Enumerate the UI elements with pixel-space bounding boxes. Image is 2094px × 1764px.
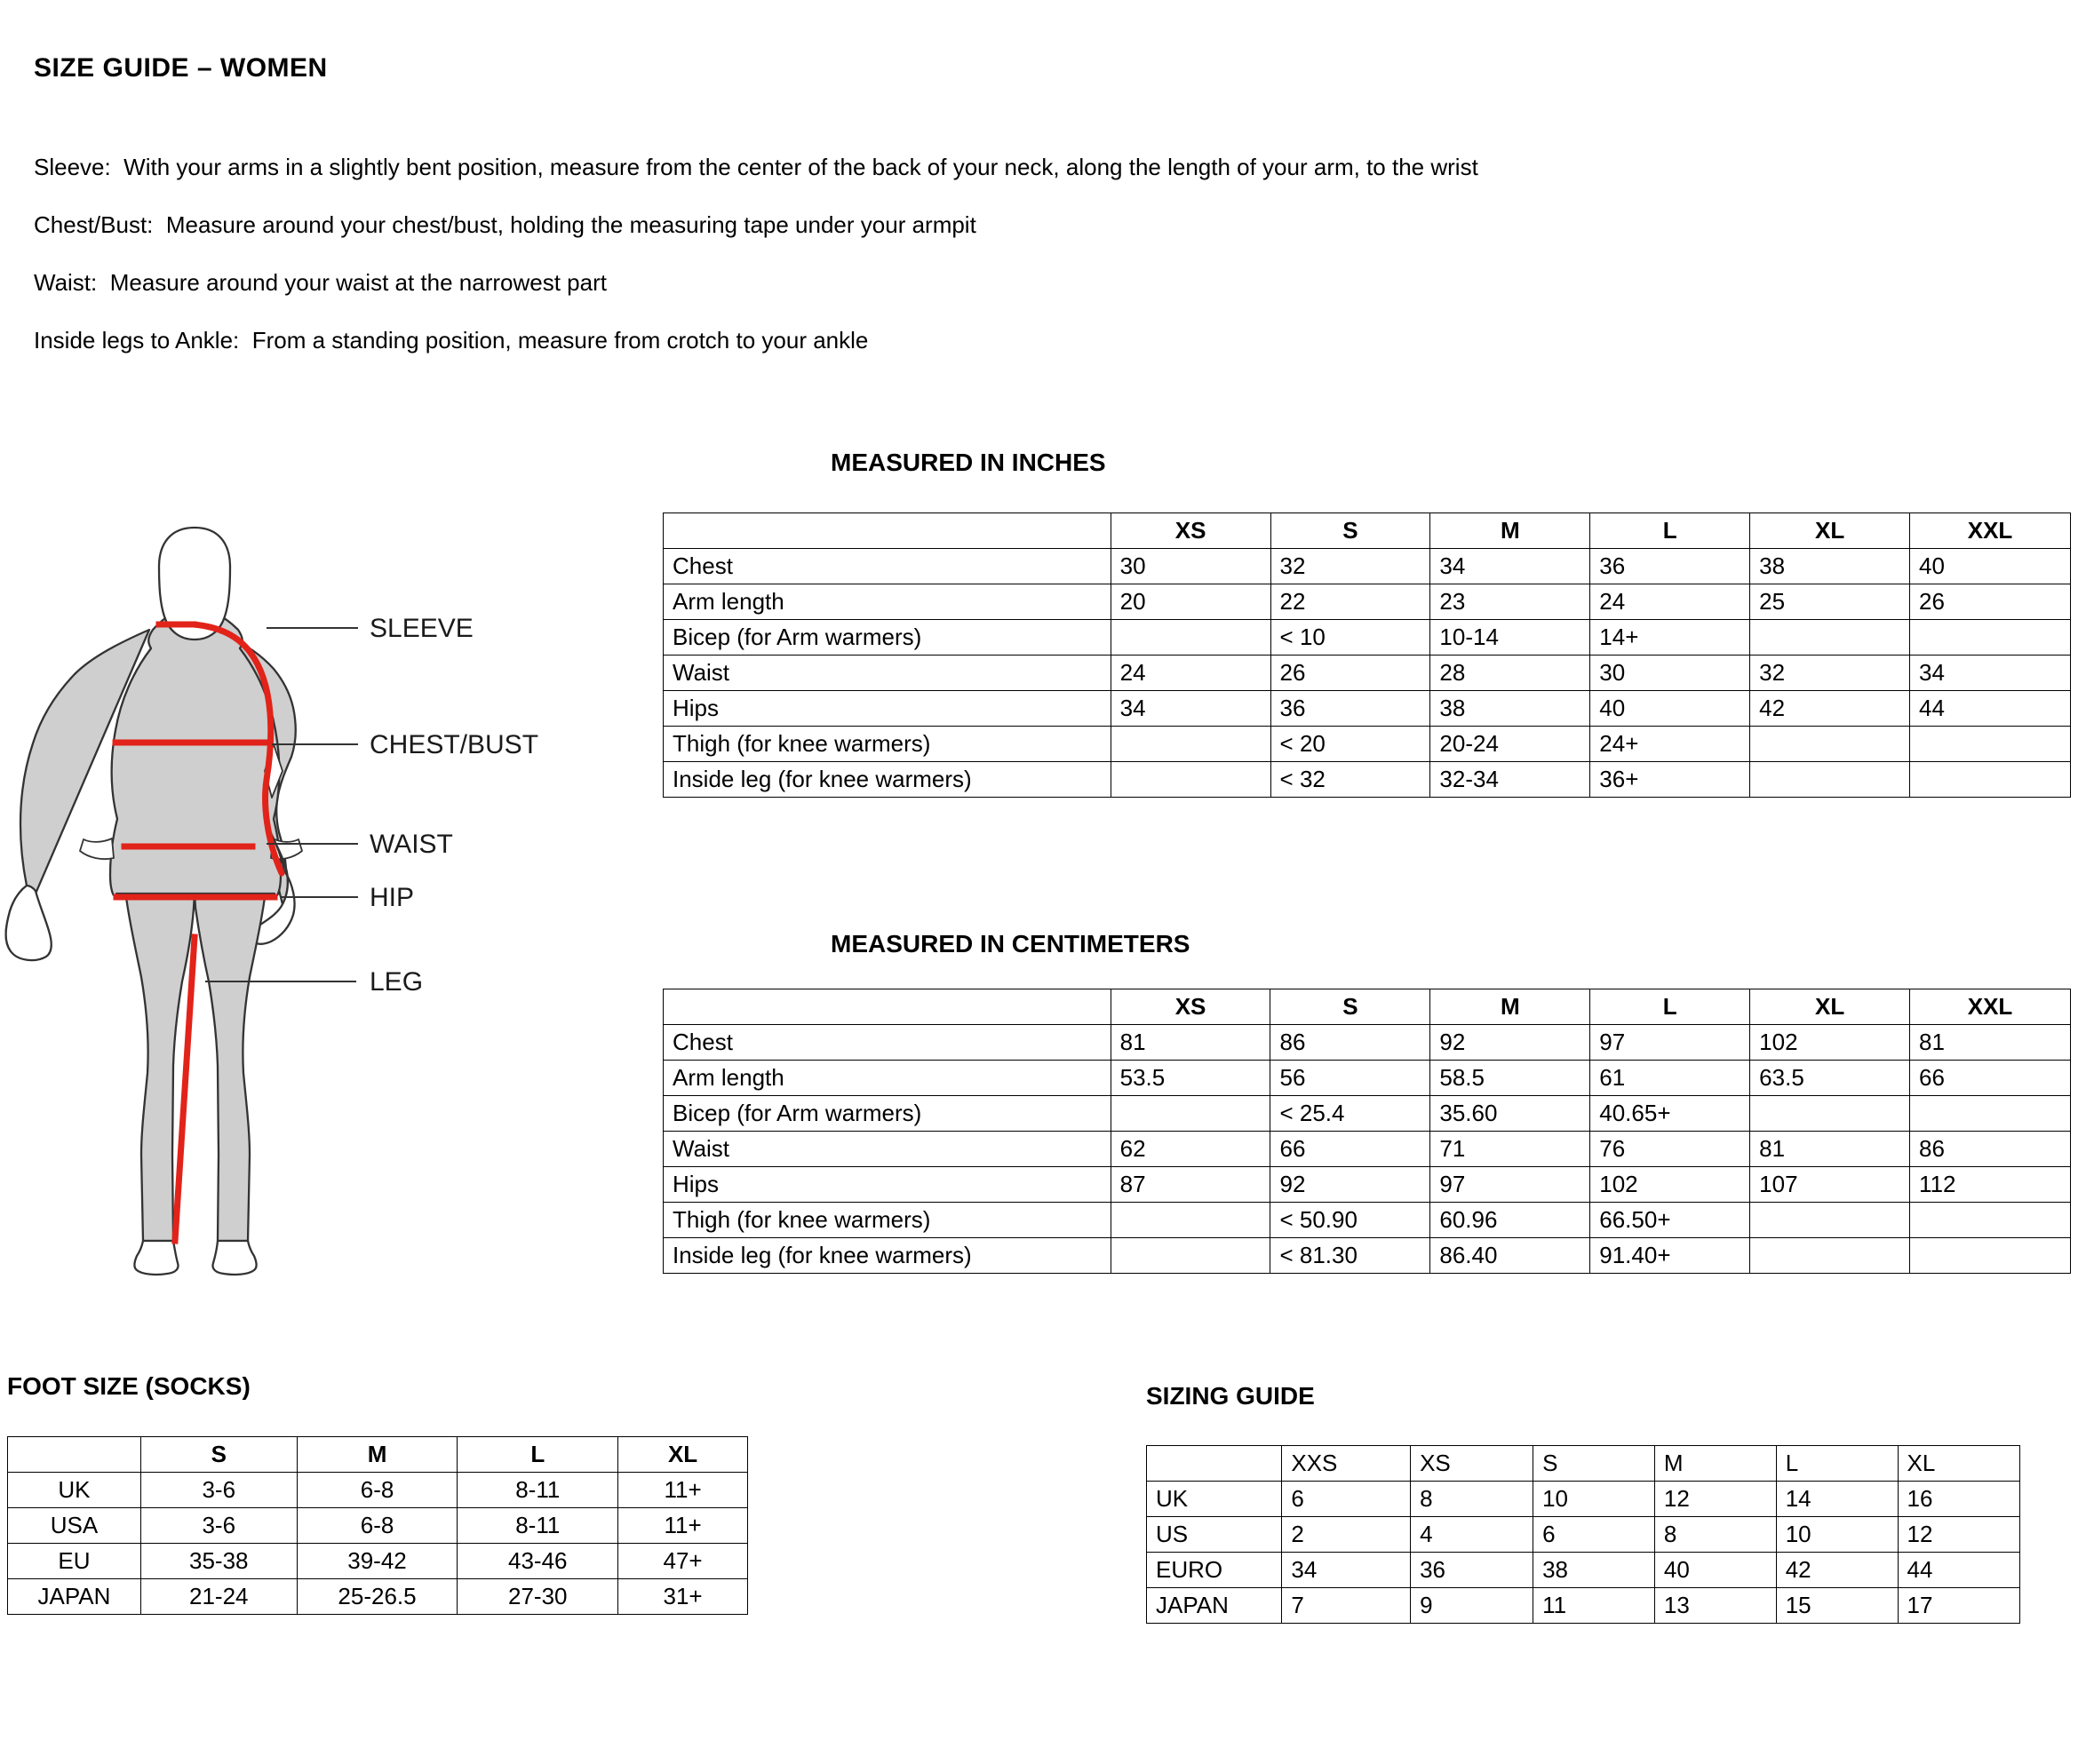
svg-text:WAIST: WAIST <box>370 830 453 859</box>
svg-text:CHEST/BUST: CHEST/BUST <box>370 730 538 759</box>
svg-text:HIP: HIP <box>370 883 414 912</box>
svg-text:LEG: LEG <box>370 967 423 997</box>
svg-text:SLEEVE: SLEEVE <box>370 614 474 643</box>
